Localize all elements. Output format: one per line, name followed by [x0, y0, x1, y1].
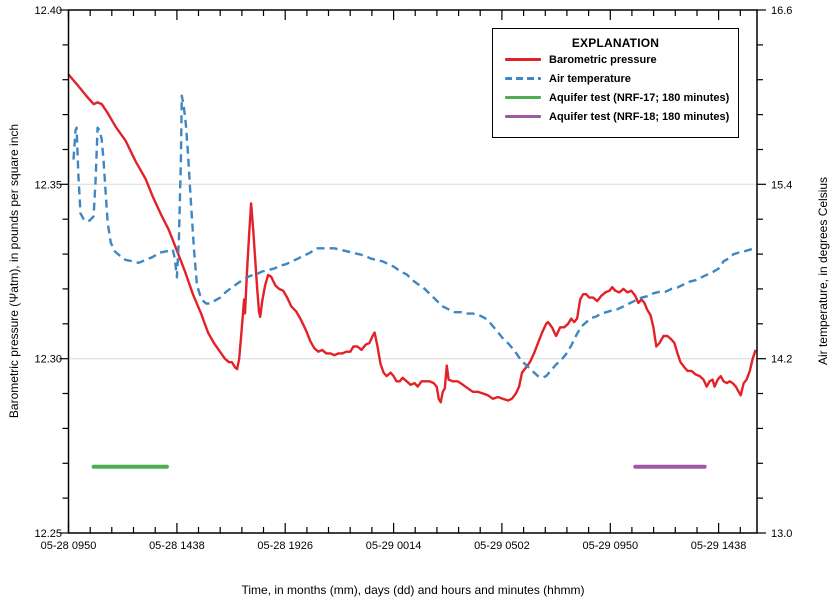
y-right-tick-label: 15.4 [771, 179, 792, 191]
legend-item-label: Aquifer test (NRF-18; 180 minutes) [549, 110, 730, 123]
legend-item: Barometric pressure [505, 50, 738, 69]
legend-item-label: Barometric pressure [549, 53, 657, 66]
gridlines [68, 183, 757, 360]
x-tick-label: 05-28 1926 [257, 540, 313, 552]
legend-item-label: Aquifer test (NRF-17; 180 minutes) [549, 91, 730, 104]
legend: EXPLANATION Barometric pressure Air temp… [492, 28, 739, 138]
y-right-tick-label: 14.2 [771, 354, 792, 366]
y-left-tick-label: 12.30 [34, 354, 62, 366]
axis-tick-labels: 05-28 0950 05-28 1438 05-28 1926 05-29 0014… [34, 5, 792, 552]
y-left-tick-label: 12.35 [34, 179, 62, 191]
legend-item: Aquifer test (NRF-17; 180 minutes) [505, 88, 738, 107]
pressure-line-sample [505, 58, 541, 61]
x-tick-label: 05-28 0950 [41, 540, 97, 552]
legend-title: EXPLANATION [571, 36, 660, 50]
legend-item: Aquifer test (NRF-18; 180 minutes) [505, 107, 738, 126]
nrf17-line-sample [505, 96, 541, 99]
y-right-tick-label: 16.6 [771, 5, 792, 17]
series-temperature [72, 94, 756, 379]
x-tick-label: 05-29 1438 [691, 540, 747, 552]
x-tick-label: 05-29 0950 [582, 540, 638, 552]
axis-ticks [59, 9, 766, 534]
x-tick-label: 05-28 1438 [149, 540, 205, 552]
nrf18-line-sample [505, 115, 541, 118]
x-axis-title: Time, in months (mm), days (dd) and hour… [241, 583, 585, 597]
y-left-tick-label: 12.40 [34, 5, 62, 17]
legend-item-label: Air temperature [549, 72, 631, 85]
y-left-axis-title: Barometric pressure (Ψatm), in pounds pe… [7, 123, 21, 419]
legend-item: Air temperature [505, 69, 738, 88]
plot-frame [67, 9, 758, 534]
series-pressure [67, 73, 757, 404]
y-left-tick-label: 12.25 [34, 528, 62, 540]
x-tick-label: 05-29 0502 [474, 540, 530, 552]
series [67, 73, 757, 469]
x-tick-label: 05-29 0014 [366, 540, 422, 552]
y-right-axis-title: Air temperature, in degrees Celsius [816, 176, 830, 366]
temperature-line-sample [505, 77, 541, 80]
y-right-tick-label: 13.0 [771, 528, 792, 540]
